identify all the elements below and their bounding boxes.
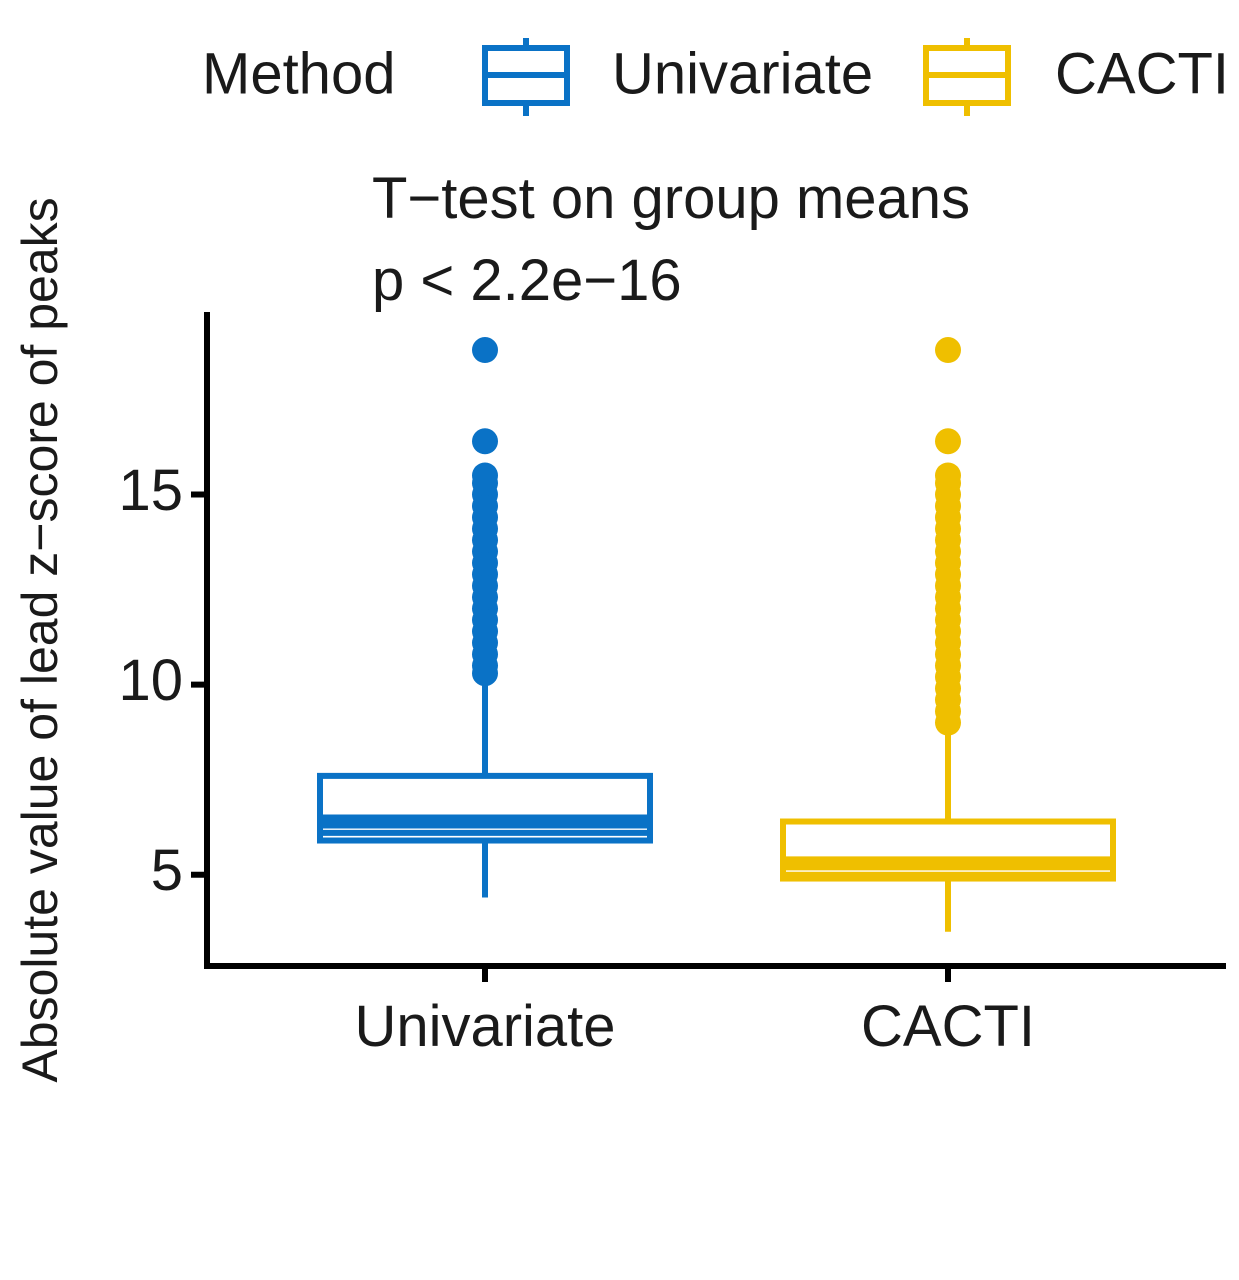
ttest-annotation-line1: T−test on group means xyxy=(372,166,970,231)
boxes xyxy=(317,337,1116,932)
legend-key-univariate xyxy=(482,38,570,116)
x-tick-label-univariate: Univariate xyxy=(354,994,615,1059)
outlier-cacti-24 xyxy=(935,337,961,364)
box-cacti xyxy=(780,337,1116,932)
outlier-univariate-20 xyxy=(472,337,498,364)
iqr-box-univariate xyxy=(317,772,653,844)
legend-label-cacti: CACTI xyxy=(1055,41,1229,106)
outlier-univariate-18 xyxy=(472,462,498,489)
y-axis-title: Absolute value of lead z−score of peaks xyxy=(12,197,68,1082)
legend-key-cacti xyxy=(923,38,1011,116)
box-univariate xyxy=(317,337,653,898)
outlier-cacti-22 xyxy=(935,462,961,489)
y-ticks: 5 10 15 xyxy=(118,458,207,903)
y-tick-label-5: 5 xyxy=(151,838,183,903)
y-tick-label-10: 10 xyxy=(118,648,183,713)
x-tick-label-cacti: CACTI xyxy=(861,994,1035,1059)
ttest-annotation-line2: p < 2.2e−16 xyxy=(372,248,682,313)
x-ticks: Univariate CACTI xyxy=(354,966,1035,1059)
outlier-cacti-23 xyxy=(935,428,961,455)
outlier-univariate-19 xyxy=(472,428,498,455)
legend-label-univariate: Univariate xyxy=(612,41,873,106)
y-tick-label-15: 15 xyxy=(118,458,183,523)
legend: Method Univariate CACTI xyxy=(202,38,1229,116)
legend-title: Method xyxy=(202,41,395,106)
